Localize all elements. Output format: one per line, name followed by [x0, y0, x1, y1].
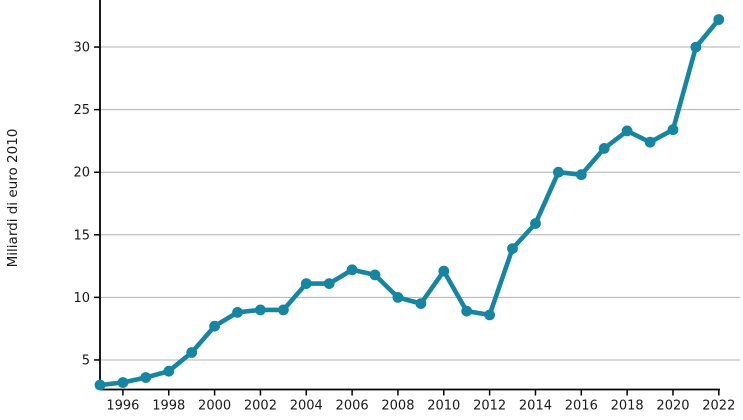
x-tick-label: 2002	[244, 399, 277, 414]
y-tick-label: 5	[82, 353, 90, 368]
y-tick-label: 30	[73, 41, 90, 56]
x-tick-label: 2016	[565, 399, 598, 414]
data-point	[530, 218, 541, 229]
data-point	[553, 166, 564, 178]
data-point	[690, 41, 702, 53]
data-point	[186, 347, 198, 358]
x-tick-label: 2022	[702, 399, 735, 414]
data-point	[392, 292, 404, 303]
data-point	[438, 265, 450, 277]
axis-layer	[99, 0, 720, 391]
trend-line	[97, 17, 722, 388]
x-tick-label: 1998	[152, 399, 185, 414]
y-tick-label: 15	[73, 228, 90, 243]
x-tick-label: 2020	[656, 399, 689, 414]
x-tick-label: 2004	[290, 399, 323, 414]
data-point	[644, 136, 656, 148]
x-tick-label: 2012	[473, 399, 506, 414]
data-point	[415, 298, 427, 309]
x-tick-label: 2018	[611, 399, 644, 414]
data-point	[575, 169, 587, 181]
data-point	[209, 320, 221, 332]
y-axis-title: Miliardi di euro 2010	[5, 129, 21, 268]
tick-layer: 5 10 15 20 25 30 1996 1998 2000 2002 2004 2006 2008 2…	[73, 41, 735, 414]
x-tick-label: 2006	[336, 399, 369, 414]
y-tick-label: 25	[73, 103, 90, 118]
data-point	[667, 124, 679, 136]
data-point	[300, 278, 312, 289]
x-tick-label: 2008	[381, 399, 414, 414]
x-tick-label: 2010	[427, 399, 460, 414]
data-point	[461, 305, 473, 317]
data-point	[346, 264, 358, 276]
data-point	[621, 125, 633, 137]
x-tick-label: 2000	[198, 399, 231, 414]
series-layer	[94, 14, 725, 391]
data-point	[255, 304, 266, 316]
data-point	[323, 278, 335, 289]
data-point	[278, 304, 289, 316]
data-point	[598, 143, 610, 154]
x-tick-label: 2014	[519, 399, 552, 414]
grid-layer	[100, 46, 740, 361]
y-tick-label: 10	[73, 291, 90, 306]
data-point	[484, 309, 495, 321]
data-point	[140, 372, 152, 383]
y-tick-label: 20	[73, 166, 90, 181]
data-point	[369, 269, 381, 281]
data-point	[117, 377, 129, 388]
data-point	[713, 14, 725, 25]
data-point	[163, 365, 175, 377]
data-point	[232, 307, 243, 318]
data-point	[507, 243, 518, 255]
data-point	[94, 379, 106, 391]
x-tick-label: 1996	[106, 399, 139, 414]
